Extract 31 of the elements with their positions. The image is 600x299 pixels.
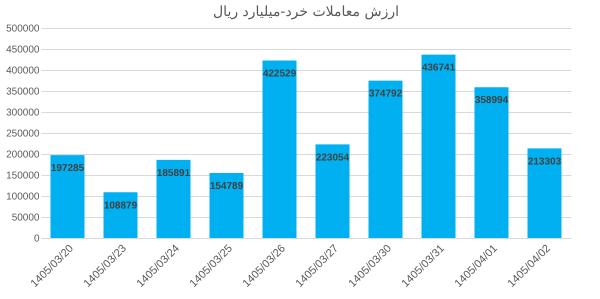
data-label: 223054	[316, 152, 350, 164]
bar	[368, 80, 402, 238]
bar	[474, 87, 508, 238]
data-label: 185891	[156, 168, 191, 179]
data-label: 197285	[50, 163, 85, 174]
y-tick-label: 50000	[12, 212, 40, 224]
y-tick-label: 500000	[6, 24, 40, 34]
bar	[316, 144, 350, 238]
bar	[156, 160, 190, 238]
data-label: 374792	[368, 88, 403, 100]
chart-title: ارزش معاملات خرد-میلیارد ریال	[212, 4, 400, 20]
data-label: 358994	[474, 95, 509, 106]
bar	[210, 172, 244, 238]
y-tick-label: 0	[34, 234, 40, 244]
data-label: 436741	[422, 62, 456, 74]
data-label: 213303	[528, 156, 562, 168]
y-tick-label: 400000	[6, 66, 40, 76]
y-tick-label: 200000	[6, 150, 40, 160]
y-tick-label: 100000	[6, 192, 40, 202]
bar	[262, 60, 296, 238]
bar	[528, 148, 562, 238]
bar	[50, 155, 84, 238]
y-tick-label: 450000	[6, 44, 40, 56]
y-tick-label: 150000	[6, 170, 40, 182]
y-tick-label: 250000	[6, 128, 40, 140]
data-label: 108879	[104, 200, 138, 212]
y-tick-label: 350000	[6, 86, 40, 98]
bar	[422, 54, 456, 238]
data-label: 422529	[262, 68, 297, 80]
data-label: 154789	[210, 180, 244, 192]
y-tick-label: 300000	[6, 108, 40, 118]
